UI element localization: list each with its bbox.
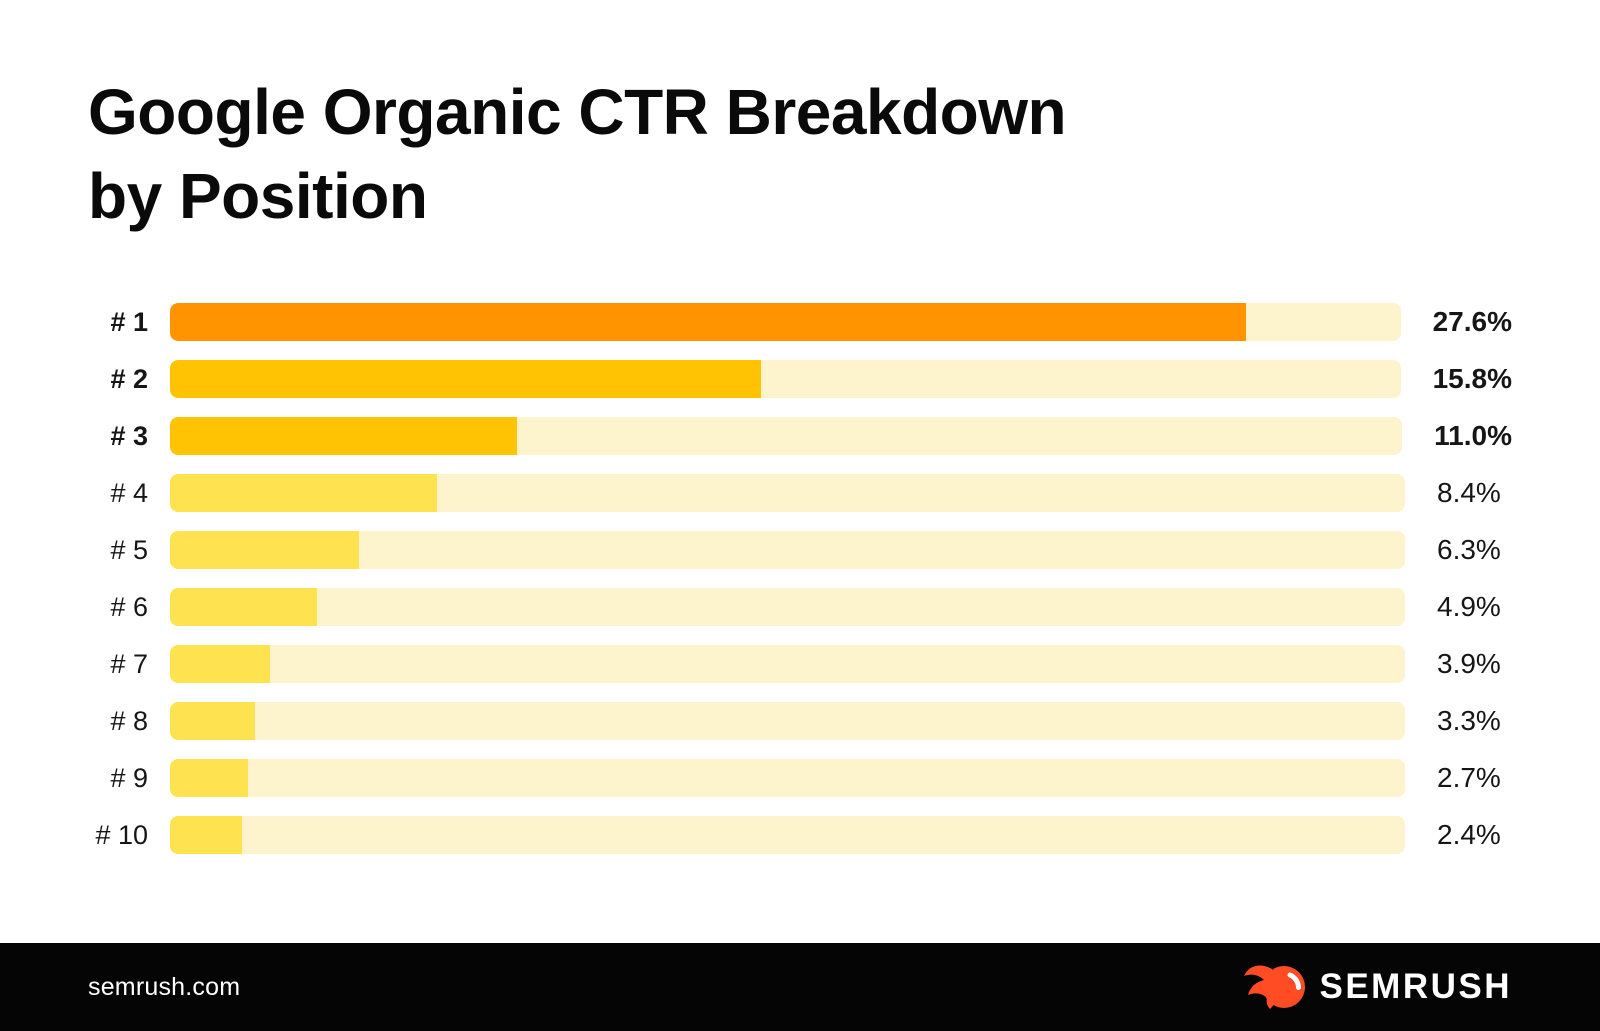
chart-row: # 1 27.6% — [88, 303, 1512, 341]
page-title: Google Organic CTR Breakdown by Position — [88, 70, 1067, 238]
chart-row: # 3 11.0% — [88, 417, 1512, 455]
chart-row: # 5 6.3% — [88, 531, 1512, 569]
ctr-value-label: 3.3% — [1437, 705, 1501, 736]
bar-fill — [170, 702, 256, 740]
bar-track — [170, 645, 1405, 683]
position-label: # 10 — [95, 819, 148, 850]
page-title-line2: by Position — [88, 160, 428, 232]
chart-row: # 9 2.7% — [88, 759, 1512, 797]
semrush-flame-icon — [1244, 965, 1306, 1009]
position-label: # 6 — [110, 591, 148, 622]
position-label: # 5 — [110, 534, 148, 565]
semrush-logo: SEMRUSH — [1244, 964, 1512, 1010]
bar-track — [170, 303, 1401, 341]
position-label: # 2 — [110, 363, 148, 394]
bar-track — [170, 588, 1405, 626]
bar-track — [170, 531, 1405, 569]
bar-track — [170, 474, 1405, 512]
ctr-value-label: 11.0% — [1434, 420, 1512, 451]
position-label: # 9 — [110, 762, 148, 793]
chart-row: # 10 2.4% — [88, 816, 1512, 854]
position-label: # 7 — [110, 648, 148, 679]
ctr-value-label: 2.7% — [1437, 762, 1501, 793]
bar-track — [170, 417, 1403, 455]
bar-track — [170, 759, 1405, 797]
position-label: # 1 — [110, 306, 148, 337]
ctr-value-label: 4.9% — [1437, 591, 1501, 622]
page-title-line1: Google Organic CTR Breakdown — [88, 76, 1067, 148]
ctr-value-label: 8.4% — [1437, 477, 1501, 508]
ctr-value-label: 27.6% — [1432, 306, 1512, 337]
position-label: # 3 — [110, 420, 148, 451]
ctr-bar-chart: # 1 27.6% # 2 15.8% # 3 11.0% # 4 8.4% # 5 6.3% # … — [88, 303, 1512, 873]
position-label: # 8 — [110, 705, 148, 736]
bar-fill — [170, 474, 437, 512]
bar-fill — [170, 645, 271, 683]
footer-bar: semrush.com SEMRUSH — [0, 943, 1600, 1031]
bar-track — [170, 816, 1405, 854]
chart-row: # 4 8.4% — [88, 474, 1512, 512]
position-label: # 4 — [110, 477, 148, 508]
bar-fill — [170, 417, 518, 455]
chart-row: # 8 3.3% — [88, 702, 1512, 740]
bar-fill — [170, 360, 761, 398]
bar-fill — [170, 303, 1246, 341]
semrush-wordmark: SEMRUSH — [1319, 967, 1512, 1006]
ctr-value-label: 15.8% — [1432, 363, 1512, 394]
ctr-value-label: 3.9% — [1437, 648, 1501, 679]
bar-track — [170, 360, 1401, 398]
bar-fill — [170, 816, 242, 854]
chart-row: # 2 15.8% — [88, 360, 1512, 398]
ctr-value-label: 6.3% — [1437, 534, 1501, 565]
bar-fill — [170, 588, 317, 626]
chart-row: # 7 3.9% — [88, 645, 1512, 683]
bar-fill — [170, 531, 359, 569]
ctr-value-label: 2.4% — [1437, 819, 1501, 850]
site-url: semrush.com — [88, 972, 241, 1001]
bar-fill — [170, 759, 248, 797]
bar-track — [170, 702, 1405, 740]
chart-row: # 6 4.9% — [88, 588, 1512, 626]
